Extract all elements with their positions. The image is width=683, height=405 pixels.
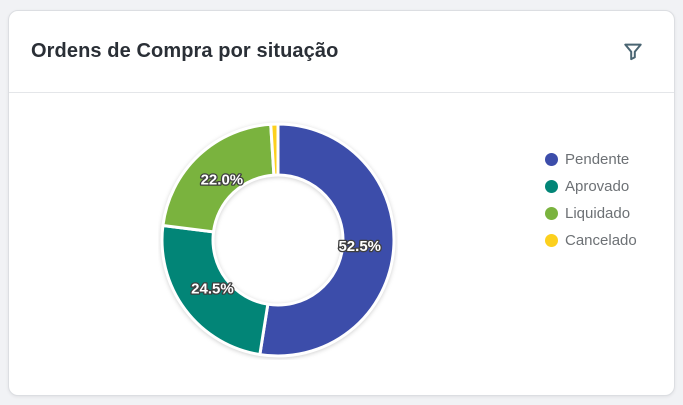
legend-item-pendente[interactable]: Pendente [545, 146, 637, 173]
legend-item-cancelado[interactable]: Cancelado [545, 227, 637, 254]
slice-label-liquidado: 22.0% [201, 172, 244, 189]
legend-label: Pendente [565, 151, 630, 168]
donut-chart: 52.5% 24.5% 22.0% [160, 122, 396, 358]
legend-marker-icon [545, 180, 558, 193]
legend-label: Liquidado [565, 205, 631, 222]
filter-icon [624, 43, 642, 60]
slice-aprovado[interactable] [160, 223, 270, 357]
chart-card: Ordens de Compra por situação 52.5% 24.5%… [8, 10, 675, 396]
filter-button[interactable] [616, 35, 650, 69]
legend-marker-icon [545, 207, 558, 220]
chart-area: 52.5% 24.5% 22.0% Pendente Aprovado Liquidad… [9, 93, 674, 395]
legend-label: Aprovado [565, 178, 630, 195]
legend-marker-icon [545, 153, 558, 166]
slice-cancelado[interactable] [269, 122, 280, 177]
card-header: Ordens de Compra por situação [9, 11, 674, 93]
legend-label: Cancelado [565, 232, 637, 249]
legend-item-liquidado[interactable]: Liquidado [545, 200, 637, 227]
chart-legend: Pendente Aprovado Liquidado Cancelado [545, 146, 637, 254]
legend-marker-icon [545, 234, 558, 247]
slice-label-aprovado: 24.5% [191, 281, 234, 298]
slice-label-pendente: 52.5% [338, 238, 381, 255]
slice-pendente[interactable] [258, 122, 396, 358]
legend-item-aprovado[interactable]: Aprovado [545, 173, 637, 200]
card-title: Ordens de Compra por situação [31, 40, 339, 62]
